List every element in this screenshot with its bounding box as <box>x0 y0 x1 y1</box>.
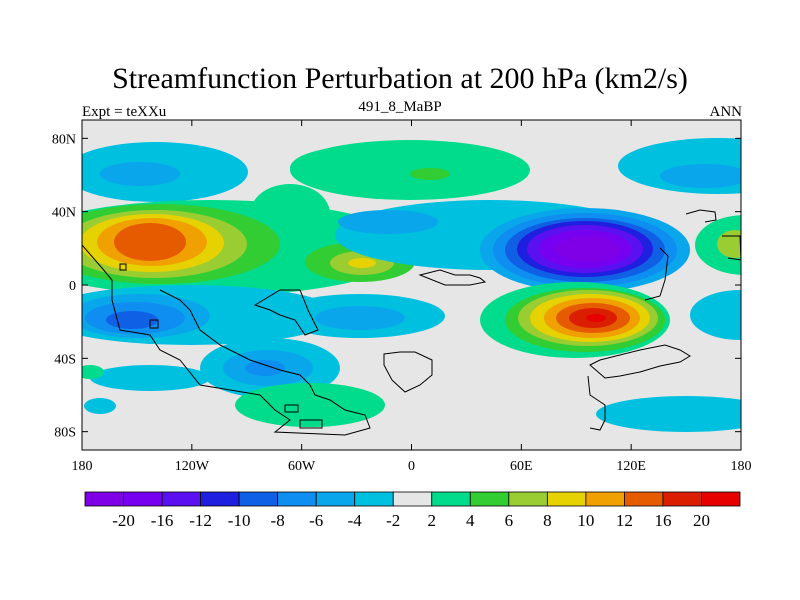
colorbar-swatch <box>84 491 124 507</box>
experiment-label: Expt = teXXu <box>82 104 167 120</box>
colorbar-swatch <box>469 491 510 507</box>
colorbar-label: 10 <box>577 511 594 530</box>
coastline-mediterranean <box>418 269 487 286</box>
colorbar-swatch <box>392 491 433 507</box>
x-tick-label: 120W <box>175 459 210 474</box>
colorbar-label: -6 <box>309 511 323 530</box>
contour-region-south-pacific-low <box>82 285 340 391</box>
coastline-antarctic-island <box>299 419 323 429</box>
colorbar-label: 4 <box>466 511 475 530</box>
y-tick-label: 80N <box>52 132 76 147</box>
coastline-south-atlantic-island <box>284 404 299 413</box>
axis-ticks: 180 120W 60W 0 60E 120E 180 80N 40N 0 40S 80S <box>52 120 752 474</box>
colorbar-swatch <box>123 491 163 507</box>
season-label: ANN <box>709 104 743 120</box>
contour-region-atlantic-high <box>305 242 415 282</box>
colorbar-label: 12 <box>616 511 633 530</box>
colorbar-swatch <box>624 491 664 507</box>
colorbar-label: -4 <box>348 511 363 530</box>
contour-region-asian-low <box>335 200 690 292</box>
contour-region-indian-ocean-high <box>480 282 670 358</box>
map-plot-area <box>81 119 742 451</box>
colorbar-label: -2 <box>386 511 400 530</box>
colorbar-swatch <box>508 491 548 507</box>
x-tick-label: 60E <box>510 459 533 474</box>
y-tick-label: 40N <box>52 206 76 221</box>
contour-region-east-edge-high <box>695 215 741 275</box>
colorbar-swatch <box>662 491 702 507</box>
coastline-africa-south <box>383 351 433 393</box>
x-tick-label: 0 <box>408 459 415 474</box>
colorbar-label: -8 <box>271 511 285 530</box>
coastline-pacific-island-2 <box>149 319 159 329</box>
colorbar-swatch <box>315 491 356 507</box>
case-label: 491_8_MaBP <box>358 99 442 115</box>
contour-region-north-pacific-high <box>82 200 410 296</box>
colorbar-swatch <box>701 491 741 507</box>
colorbar-swatch <box>354 491 394 507</box>
contour-region-northeast <box>618 138 741 194</box>
colorbar-swatch <box>431 491 471 507</box>
x-tick-label: 120E <box>616 459 646 474</box>
colorbar-label: 16 <box>654 511 671 530</box>
x-tick-label: 180 <box>731 459 752 474</box>
chart-title: Streamfunction Perturbation at 200 hPa (… <box>112 62 688 95</box>
colorbar-swatch <box>546 491 587 507</box>
colorbar-swatch <box>585 491 625 507</box>
contour-region-south-atlantic-low <box>275 290 741 340</box>
x-tick-label: 60W <box>288 459 316 474</box>
colorbar-swatch <box>238 491 279 507</box>
contour-fields <box>82 138 741 436</box>
x-tick-label: 180 <box>72 459 93 474</box>
coastline-americas <box>82 244 371 436</box>
colorbar-swatch <box>161 491 201 507</box>
colorbar-swatch <box>200 491 240 507</box>
y-tick-label: 80S <box>54 426 76 441</box>
colorbar-label: -12 <box>189 511 212 530</box>
coastline-australia <box>587 375 606 431</box>
coastline-indian-ocean-islands <box>589 344 691 379</box>
colorbar-label: 6 <box>505 511 514 530</box>
colorbar-label: -10 <box>228 511 251 530</box>
colorbar-label: -20 <box>112 511 135 530</box>
colorbar: -20 -16 -12 -10 -8 -6 -4 -2 2 4 6 8 10 12 16 20 <box>84 491 741 530</box>
colorbar-label: 2 <box>428 511 437 530</box>
y-tick-label: 40S <box>54 352 76 367</box>
colorbar-label: -16 <box>151 511 174 530</box>
colorbar-label: 8 <box>543 511 552 530</box>
y-tick-label: 0 <box>69 279 76 294</box>
contour-region-northwest <box>82 142 248 202</box>
colorbar-label: 20 <box>693 511 710 530</box>
coastline-pacific-island-1 <box>119 263 127 271</box>
coastline-central-america <box>253 289 319 336</box>
coastline-arctic-islands <box>685 209 717 223</box>
colorbar-swatch <box>277 491 317 507</box>
coastline-asia-east <box>644 247 669 301</box>
